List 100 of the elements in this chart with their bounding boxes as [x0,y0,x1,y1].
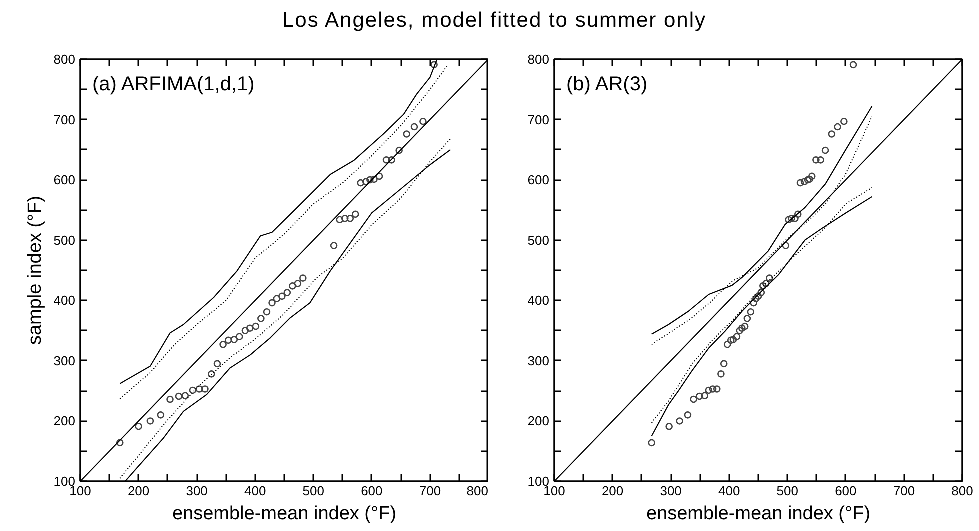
x-tick-label: 800 [466,484,489,498]
y-axis-title: sample index (°F) [24,196,46,346]
y-tick-label: 700 [528,112,550,128]
point [733,333,741,340]
point [230,336,238,344]
point [236,333,244,340]
point [760,282,767,290]
point [794,210,802,218]
point [273,295,281,302]
point [410,123,418,131]
point [701,392,709,400]
y-tick-label: 800 [54,52,76,67]
point [808,172,816,180]
point [724,341,732,348]
point [362,178,370,186]
point [741,322,749,330]
x-tick-label: 400 [244,484,266,498]
x-axis-title: ensemble-mean index (°F) [172,504,397,524]
y-tick-label: 300 [528,353,550,368]
point [420,118,427,126]
point [684,412,692,419]
point [430,61,438,69]
point [709,386,717,393]
y-tick-label: 600 [54,172,76,188]
point [727,336,735,344]
point [246,324,254,332]
point [812,156,820,164]
point [258,315,265,322]
point [696,392,704,400]
x-tick-label: 400 [718,484,740,498]
y-tick-label: 400 [528,293,550,308]
point [840,118,848,126]
point [788,215,796,222]
point [804,176,812,184]
point [720,360,728,368]
x-tick-label: 300 [660,484,682,498]
point [135,422,142,430]
point [666,422,673,430]
point [268,299,276,307]
y-tick-label: 600 [528,172,550,188]
point [346,215,354,222]
point [762,280,770,288]
text: Los Angeles, model fitted to summer only [282,8,707,34]
point [828,130,836,138]
point [157,412,165,419]
y-tick-label: 500 [54,232,76,248]
x-tick-label: 300 [186,484,208,498]
y-tick-label: 200 [528,414,550,429]
point [796,179,804,187]
point [336,216,344,224]
point [747,308,755,316]
point [750,299,758,307]
point [330,242,338,250]
point [242,327,250,334]
point [744,315,752,322]
point [782,242,790,250]
point [166,396,174,404]
point [382,156,390,164]
x-tick-label: 500 [302,484,324,498]
point [806,176,814,184]
point [800,178,808,186]
point [792,215,799,222]
point [189,386,197,394]
point [294,280,302,288]
point [357,179,365,187]
point [850,61,858,69]
y-tick-label: 700 [54,112,76,128]
x-tick-label: 800 [952,484,974,498]
y-tick-label: 500 [528,232,550,248]
point [341,215,349,222]
point [263,308,271,316]
point [713,386,721,393]
point [738,324,746,332]
point [376,172,384,180]
point [690,396,698,404]
x-tick-label: 700 [419,484,442,498]
point [146,418,154,425]
point [116,439,124,447]
point [214,360,222,368]
x-tick-label: 600 [835,484,857,498]
y-tick-label: 200 [54,414,76,429]
point [758,289,766,296]
point [352,210,360,218]
point [284,289,292,296]
point [785,216,792,224]
point [366,176,374,184]
x-tick-label: 600 [361,484,383,498]
x-tick-label: 500 [776,484,798,498]
point [220,341,227,348]
point [754,292,762,300]
point [202,386,209,393]
x-tick-label: 700 [893,484,916,498]
x-axis-title: ensemble-mean index (°F) [646,504,871,524]
point [752,295,760,302]
point [252,322,260,330]
point [766,274,774,282]
point [300,274,307,282]
x-tick-label: 200 [128,484,150,498]
point [403,130,411,138]
point [196,386,204,393]
